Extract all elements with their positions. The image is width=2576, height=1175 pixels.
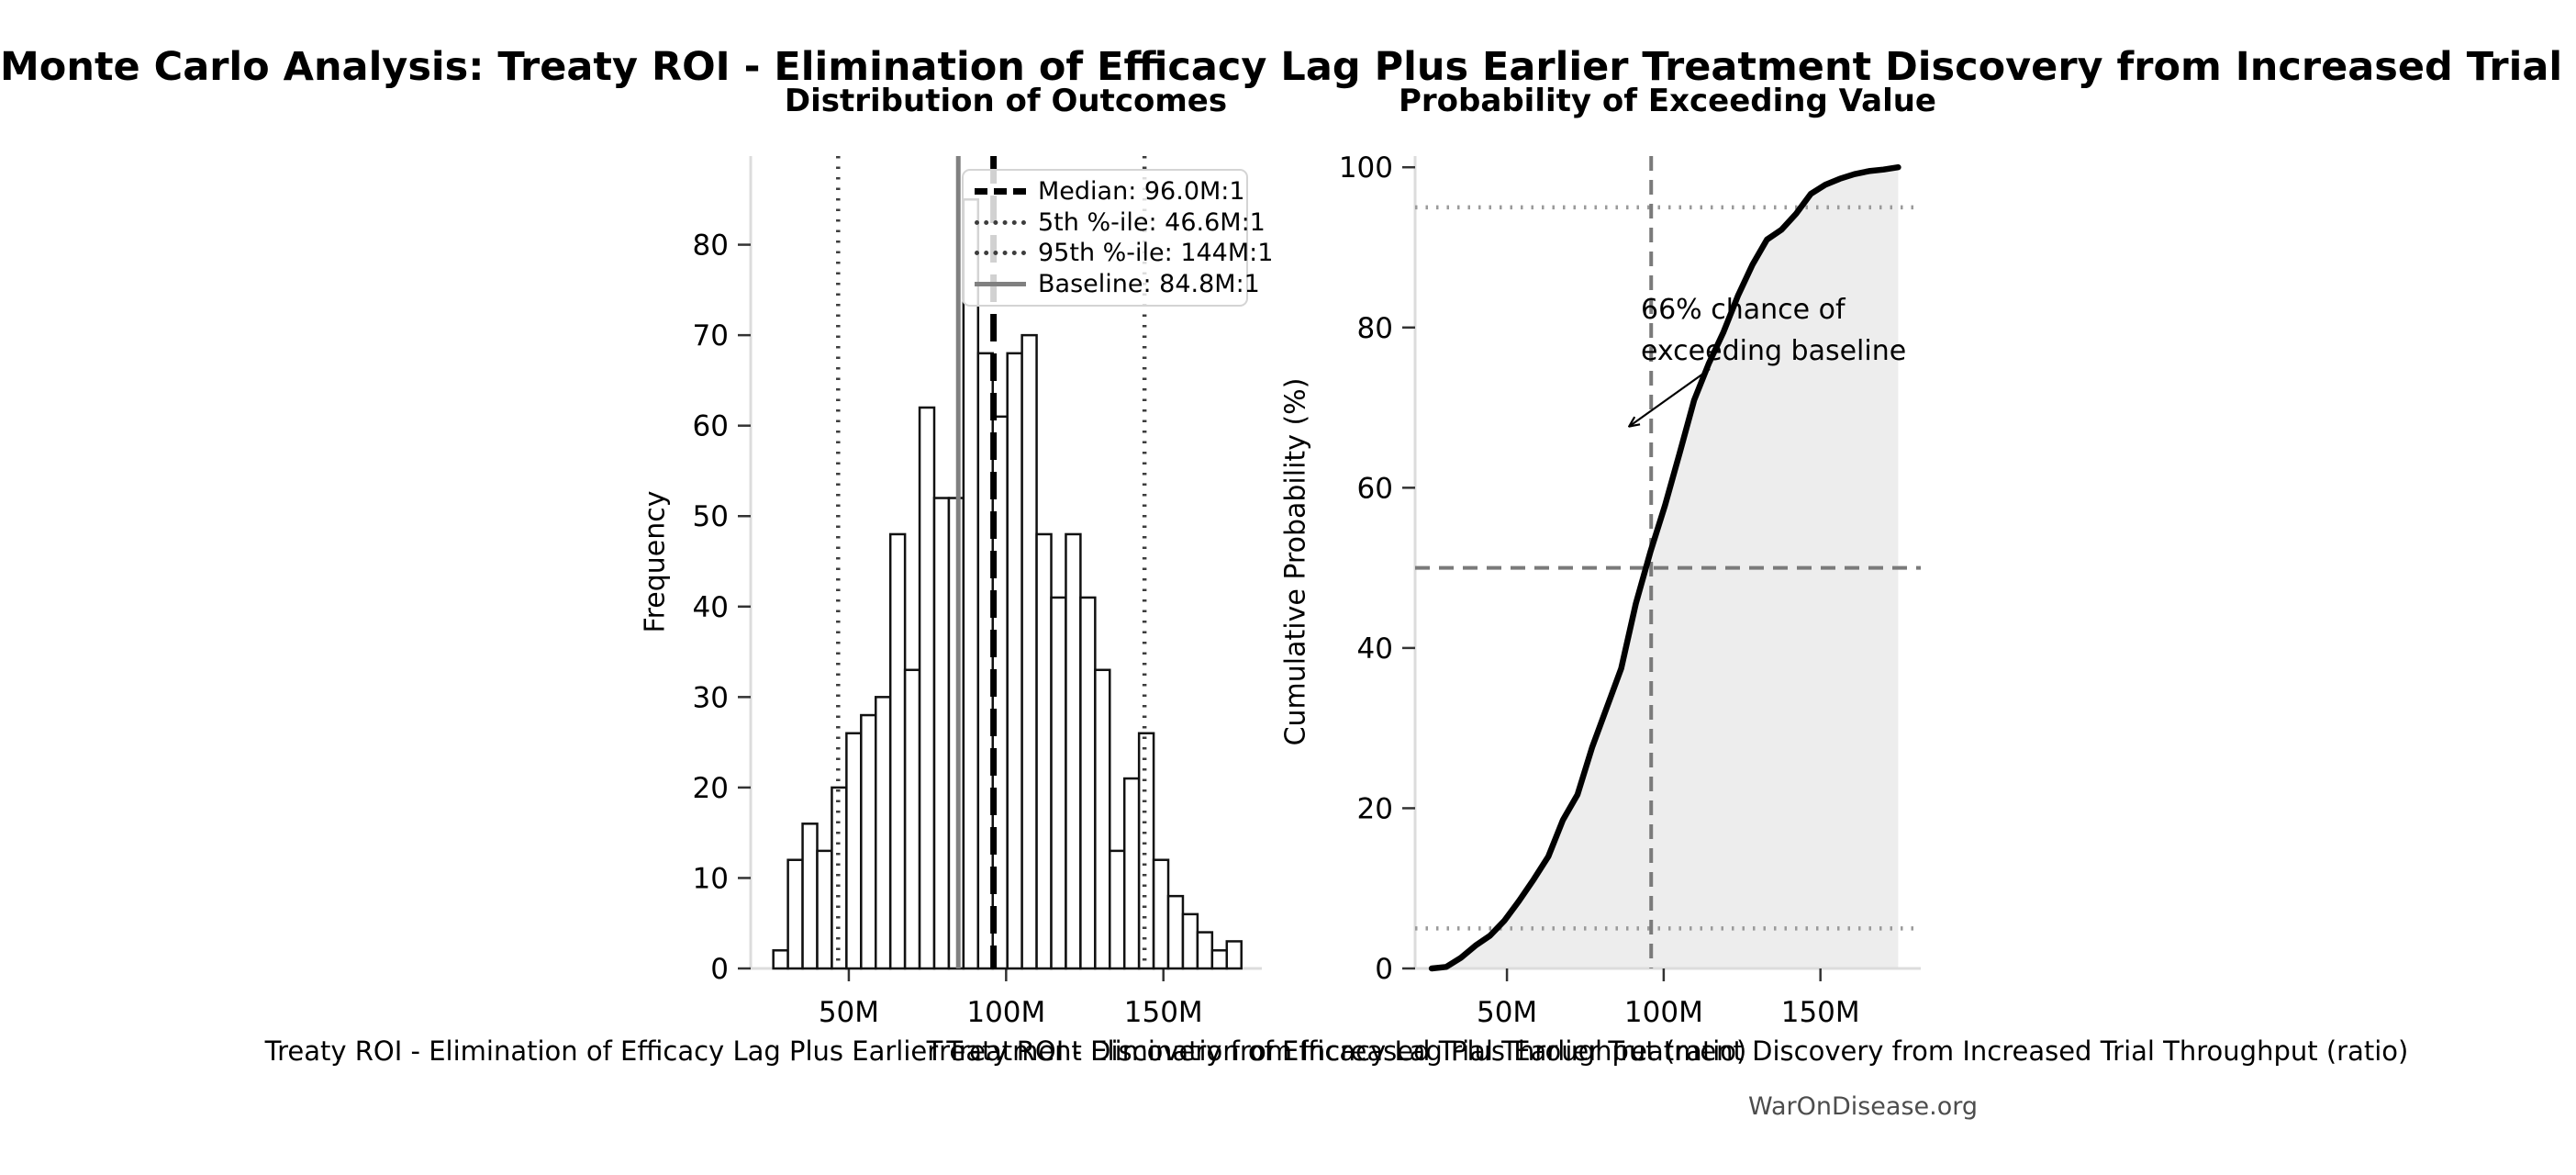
y-tick-label: 10 <box>693 862 729 895</box>
y-tick-label: 70 <box>693 319 729 352</box>
y-tick-label: 0 <box>710 953 729 986</box>
right-y-axis-label: Cumulative Probability (%) <box>1279 377 1312 746</box>
histogram-bar <box>1050 596 1067 970</box>
y-tick-label: 20 <box>693 772 729 805</box>
x-tick-label: 150M <box>1781 996 1860 1029</box>
legend-item-95th-percentile: 95th %-ile: 144M:1 <box>975 239 1273 267</box>
histogram-bar <box>1065 532 1082 970</box>
x-tick-label: 100M <box>966 996 1045 1029</box>
left-chart-title: Distribution of Outcomes <box>784 83 1228 119</box>
histogram-bars <box>772 198 1243 970</box>
y-tick-label: 40 <box>693 591 729 624</box>
histogram-bar <box>786 858 804 970</box>
x-tick-label: 50M <box>1477 996 1537 1029</box>
legend-item-label: Baseline: 84.8M:1 <box>1038 269 1260 298</box>
histogram-bar <box>1122 777 1141 970</box>
solid-gray-line-sample-icon <box>975 281 1026 286</box>
legend-item-median: Median: 96.0M:1 <box>975 177 1245 206</box>
annotation-arrow <box>1630 368 1711 426</box>
watermark: WarOnDisease.org <box>1747 1092 1979 1121</box>
histogram-bar <box>1109 849 1126 970</box>
dotted-line-sample-icon <box>975 219 1026 225</box>
y-tick-label: 80 <box>1357 312 1393 345</box>
y-tick-label: 40 <box>1357 632 1393 666</box>
left-plot-axes: 50M 100M 150M 0 10 20 30 40 50 60 70 80 <box>693 156 1262 1029</box>
annotation-66pct-text: 66% chance of exceeding baseline <box>1641 294 1907 367</box>
y-tick-label: 30 <box>693 681 729 714</box>
histogram-bar <box>932 497 951 970</box>
histogram-bar <box>1196 931 1214 970</box>
histogram-bar <box>772 949 789 970</box>
histogram-bar <box>1181 912 1199 970</box>
histogram-bar <box>845 732 863 970</box>
histogram-bar <box>1006 352 1023 970</box>
x-tick-label: 100M <box>1624 996 1703 1029</box>
right-plot-axes: 50M 100M 150M 0 20 40 60 80 100 <box>1339 151 1921 1029</box>
histogram-bar <box>816 849 833 970</box>
histogram-bar <box>1166 894 1185 970</box>
y-tick-label: 60 <box>693 410 729 443</box>
histogram-bar <box>1094 668 1111 970</box>
legend-item-label: 5th %-ile: 46.6M:1 <box>1038 207 1266 237</box>
x-tick-label: 50M <box>819 996 879 1029</box>
histogram-bar <box>1020 333 1038 970</box>
legend-item-baseline: Baseline: 84.8M:1 <box>975 270 1260 298</box>
histogram-bar <box>1137 732 1155 970</box>
legend-box: Median: 96.0M:1 5th %-ile: 46.6M:1 95th … <box>962 169 1273 307</box>
cdf-curve <box>1428 163 1901 972</box>
histogram-bar <box>962 198 980 970</box>
histogram-bar <box>1225 940 1243 970</box>
histogram-bar <box>831 786 848 970</box>
histogram-bar <box>1210 949 1229 970</box>
y-tick-label: 100 <box>1339 151 1393 185</box>
x-tick-label: 150M <box>1124 996 1203 1029</box>
y-tick-label: 50 <box>693 500 729 533</box>
y-tick-label: 60 <box>1357 472 1393 505</box>
legend-item-5th-percentile: 5th %-ile: 46.6M:1 <box>975 208 1266 237</box>
dotted-line-sample-icon <box>975 251 1026 256</box>
histogram-bar <box>903 668 921 970</box>
y-tick-label: 80 <box>693 229 729 263</box>
histogram-bar <box>1035 532 1053 970</box>
median-line-sample-icon <box>975 188 1026 196</box>
y-tick-label: 20 <box>1357 792 1393 825</box>
legend-item-label: 95th %-ile: 144M:1 <box>1038 239 1274 268</box>
histogram-bar <box>888 532 907 970</box>
histogram-bar <box>1152 858 1170 970</box>
left-y-axis-label: Frequency <box>639 490 672 633</box>
histogram-bar <box>918 406 936 970</box>
right-chart-title: Probability of Exceeding Value <box>1399 83 1936 119</box>
histogram-bar <box>875 696 892 970</box>
histogram-bar <box>1079 596 1097 970</box>
legend-item-label: Median: 96.0M:1 <box>1038 177 1245 207</box>
figure-title: Monte Carlo Analysis: Treaty ROI - Elimi… <box>0 44 2576 90</box>
y-tick-label: 0 <box>1375 953 1393 986</box>
histogram-bar <box>801 822 819 970</box>
histogram-bar <box>860 713 877 970</box>
